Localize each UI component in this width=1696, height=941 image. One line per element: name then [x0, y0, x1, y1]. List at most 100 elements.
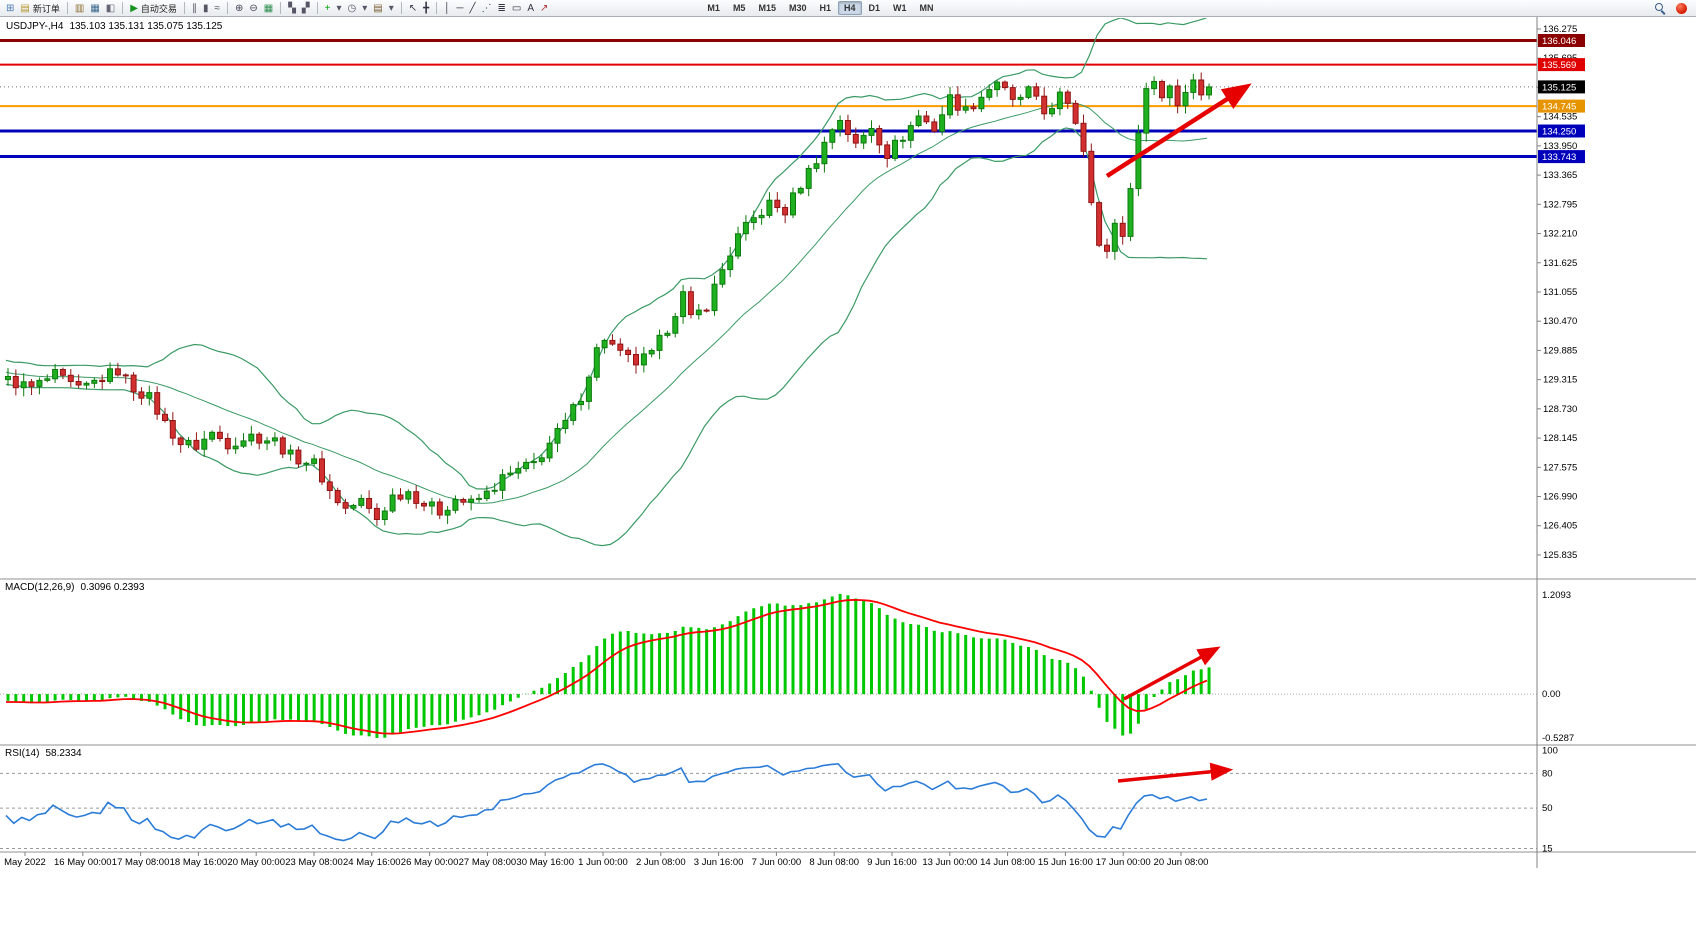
- toolbar-separator: [183, 2, 185, 14]
- pivot-badge: 134.745: [1538, 99, 1585, 113]
- price-axis-label: 130.470: [1543, 316, 1577, 327]
- vertical-line-icon[interactable]: │: [441, 1, 453, 16]
- horizontal-line-icon[interactable]: ─: [453, 1, 466, 16]
- main-chart-panel[interactable]: [0, 18, 1537, 547]
- rsi-name: RSI(14): [5, 748, 40, 759]
- cascade-windows-icon[interactable]: ▚: [285, 1, 299, 16]
- macd-name: MACD(12,26,9): [5, 582, 75, 593]
- crosshair-icon[interactable]: ╋: [420, 1, 432, 16]
- line-chart-icon[interactable]: ≈: [211, 1, 223, 16]
- toolbar-separator: [316, 2, 318, 14]
- cascade-windows-icon: ▚: [288, 2, 296, 14]
- channel-icon[interactable]: ⋰: [479, 1, 495, 16]
- market-watch-icon: ▦: [90, 2, 100, 14]
- new-order-icon: ▤: [20, 2, 30, 14]
- symbol-period-label: USDJPY-,H4: [6, 21, 64, 32]
- templates-icon: ▤: [373, 2, 383, 14]
- navigator-icon: ◧: [105, 2, 116, 14]
- time-axis-label: 2 Jun 08:00: [636, 857, 686, 868]
- resistance-badge-upper: 136.046: [1538, 34, 1585, 47]
- horizontal-line-icon: ─: [456, 2, 464, 14]
- indicators-dropdown-icon[interactable]: ▾: [333, 1, 344, 16]
- price-axis-label: 129.315: [1543, 375, 1577, 386]
- rsi-label: RSI(14) 58.2334: [5, 748, 82, 759]
- symbol-ohlc-label: USDJPY-,H4 135.103 135.131 135.075 135.12…: [6, 21, 222, 32]
- toolbar-separator: [400, 2, 402, 14]
- macd-values: 0.3096 0.2393: [80, 582, 145, 593]
- candlestick-chart-icon[interactable]: ▮: [200, 1, 212, 16]
- bar-chart-icon[interactable]: ∥: [189, 1, 200, 16]
- tile-windows-icon: ▦: [263, 2, 274, 14]
- fibonacci-icon[interactable]: ≣: [495, 1, 509, 16]
- bollinger-lower-band: [5, 127, 1208, 547]
- new-chart-icon[interactable]: ⊞: [3, 1, 17, 16]
- timeframe-h1-button[interactable]: H1: [819, 3, 831, 13]
- autotrading-icon: ▶: [130, 2, 138, 14]
- zoom-out-icon[interactable]: ⊖: [246, 1, 260, 16]
- trend-arrow-main[interactable]: [1105, 83, 1252, 178]
- price-axis-label: 132.795: [1543, 199, 1577, 210]
- indicators-icon[interactable]: +: [322, 1, 334, 16]
- arrange-windows-icon[interactable]: ▞: [299, 1, 313, 16]
- timeframe-m15-button[interactable]: M15: [758, 3, 776, 13]
- timeframe-h4-button[interactable]: H4: [838, 1, 862, 15]
- zoom-in-icon[interactable]: ⊕: [232, 1, 246, 16]
- timeframe-m5-button[interactable]: M5: [732, 3, 746, 13]
- periods-icon: ◷: [347, 2, 357, 14]
- market-watch-icon[interactable]: ▦: [87, 1, 102, 16]
- rsi-axis-label: 15: [1542, 844, 1553, 855]
- candlestick-chart-icon: ▮: [202, 2, 209, 14]
- time-axis-label: 24 May 16:00: [343, 857, 401, 868]
- cursor-icon: ↖: [408, 2, 418, 14]
- shapes-icon[interactable]: ▭: [509, 1, 524, 16]
- price-axis[interactable]: [1537, 17, 1696, 852]
- bollinger-middle-band: [5, 102, 1208, 504]
- templates-dropdown-icon[interactable]: ▾: [386, 1, 397, 16]
- time-axis-label: 17 May 08:00: [112, 857, 170, 868]
- price-axis-label: 133.950: [1543, 141, 1577, 152]
- profiles-icon[interactable]: ▥: [72, 1, 87, 16]
- timeframe-bar: M1 M5 M15 M30 H1 H4 D1 W1 MN: [701, 1, 939, 15]
- support-badge-upper: 134.250: [1538, 124, 1585, 138]
- navigator-icon[interactable]: ◧: [103, 1, 118, 16]
- price-axis-label: 128.145: [1543, 433, 1577, 444]
- text-icon[interactable]: A: [524, 1, 537, 16]
- current-price-badge: 135.125: [1538, 80, 1585, 93]
- timeframe-mn-button[interactable]: MN: [919, 3, 934, 13]
- support-badge-lower: 133.743: [1538, 150, 1585, 164]
- arrows-tool-icon[interactable]: ↗: [537, 1, 551, 16]
- timeframe-m30-button[interactable]: M30: [788, 3, 807, 13]
- templates-icon[interactable]: ▤: [370, 1, 385, 16]
- bar-chart-icon: ∥: [191, 2, 197, 14]
- new-chart-icon: ⊞: [6, 2, 15, 14]
- profiles-icon: ▥: [74, 2, 85, 14]
- new-order-button[interactable]: ▤ 新订单: [17, 1, 62, 16]
- time-axis[interactable]: [0, 853, 1696, 869]
- trend-arrow-rsi[interactable]: [1117, 762, 1234, 783]
- time-axis-label: 3 Jun 16:00: [694, 857, 744, 868]
- timeframe-d1-button[interactable]: D1: [868, 3, 881, 13]
- arrows-tool-icon: ↗: [540, 2, 549, 14]
- autotrading-button[interactable]: ▶ 自动交易: [127, 1, 180, 16]
- trendline-icon[interactable]: ╱: [466, 1, 478, 16]
- time-axis-label: 27 May 08:00: [459, 857, 517, 868]
- periods-dropdown-icon[interactable]: ▾: [359, 1, 370, 16]
- search-icon[interactable]: [1655, 2, 1666, 14]
- price-axis-label: 131.625: [1543, 258, 1577, 269]
- cursor-icon[interactable]: ↖: [406, 1, 420, 16]
- toolbar-right-group: [1655, 2, 1693, 14]
- time-axis-label: 8 Jun 08:00: [809, 857, 859, 868]
- tile-windows-icon[interactable]: ▦: [261, 1, 276, 16]
- periods-icon[interactable]: ◷: [344, 1, 359, 16]
- toolbar-left-groups: ⊞ ▤ 新订单 ▥ ▦ ◧ ▶ 自动交易 ∥ ▮ ≈ ⊕ ⊖ ▦ ▚ ▞ + ▾ ◷ ▾ ▤ ▾ ↖ ╋ │ ─ ╱ ⋰ ≣ ▭ A ↗: [3, 1, 551, 16]
- timeframe-w1-button[interactable]: W1: [893, 3, 907, 13]
- time-axis-label: 15 Jun 16:00: [1038, 857, 1093, 868]
- time-axis-label: May 2022: [4, 857, 46, 868]
- vertical-line-icon: │: [444, 2, 451, 14]
- timeframe-m1-button[interactable]: M1: [707, 3, 720, 13]
- price-axis-label: 136.275: [1543, 24, 1577, 35]
- trend-arrow-macd[interactable]: [1123, 646, 1221, 701]
- support-badge-upper-text: 134.250: [1542, 127, 1576, 138]
- brand-icon[interactable]: [1676, 2, 1687, 14]
